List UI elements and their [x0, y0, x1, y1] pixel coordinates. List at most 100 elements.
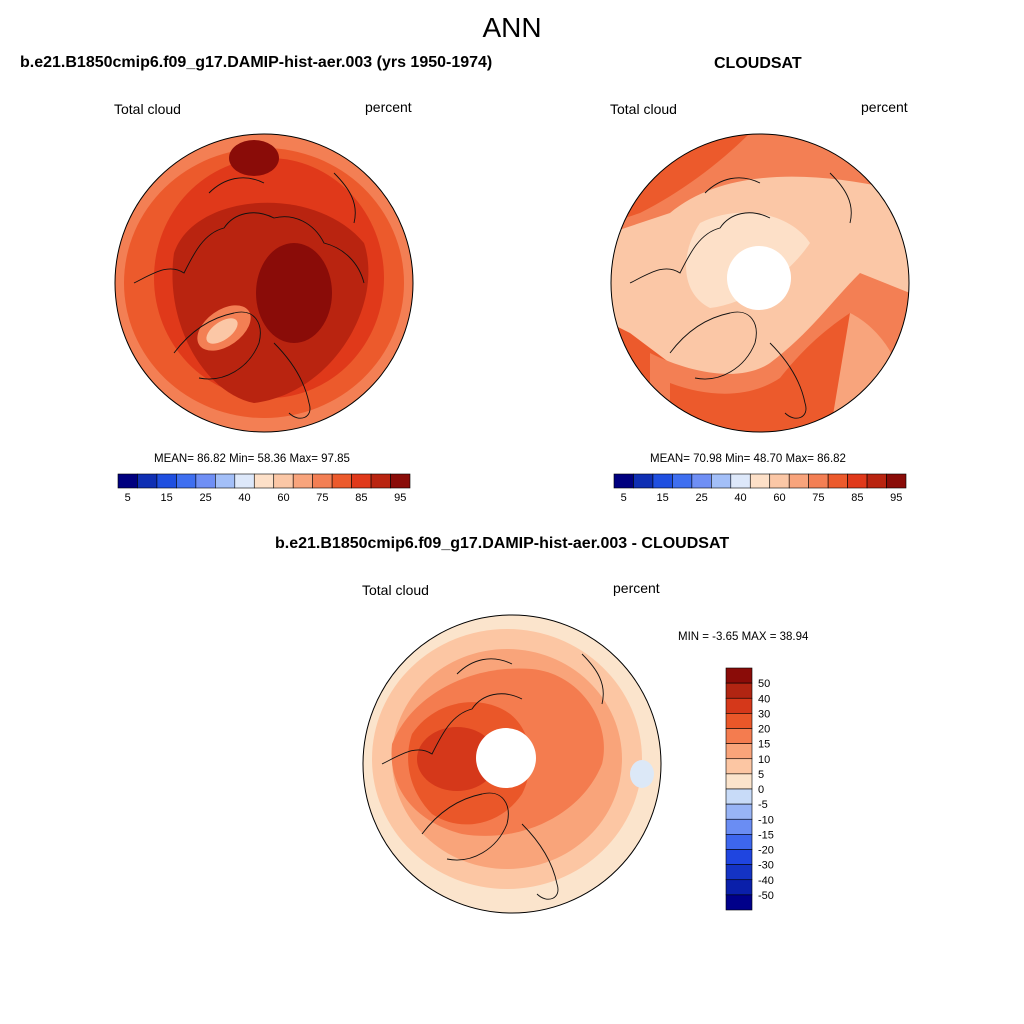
colorbar-tick-label: 25 [695, 492, 707, 504]
colorbar-swatch [672, 473, 693, 489]
colorbar-swatch [390, 473, 411, 489]
negative-anomaly-patch [630, 760, 654, 788]
panel2-title: CLOUDSAT [714, 55, 802, 72]
colorbar-swatch [725, 682, 753, 699]
colorbar-tick-label: 60 [277, 492, 289, 504]
colorbar-swatch [725, 818, 753, 835]
colorbar-tick-label: 5 [125, 492, 131, 504]
colorbar-tick-label: 40 [734, 492, 746, 504]
map-field-band [417, 727, 497, 791]
colorbar-tick-label: 40 [758, 693, 770, 705]
colorbar-swatch [866, 473, 887, 489]
colorbar-tick-label: 30 [758, 708, 770, 720]
colorbar-swatch [827, 473, 848, 489]
colorbar-swatch [633, 473, 654, 489]
colorbar-tick-label: 95 [394, 492, 406, 504]
colorbar-tick-label: 5 [621, 492, 627, 504]
coastlines [133, 172, 365, 419]
panel1-colorbar: 5 15 25 40 60 75 85 95 [117, 473, 411, 504]
colorbar-swatch [351, 473, 372, 489]
colorbar-swatch [725, 788, 753, 805]
colorbar-swatch [652, 473, 673, 489]
colorbar-tick-label: 85 [851, 492, 863, 504]
colorbar-swatch [725, 864, 753, 881]
panel2-stats: MEAN= 70.98 Min= 48.70 Max= 86.82 [650, 453, 846, 465]
panel2-colorbar: 5 15 25 40 60 75 85 95 [613, 473, 907, 504]
colorbar-swatch [725, 697, 753, 714]
colorbar-tick-label: 75 [812, 492, 824, 504]
colorbar-tick-label: -40 [758, 875, 774, 887]
colorbar-swatch [273, 473, 294, 489]
panel1-units-label: percent [365, 99, 412, 115]
colorbar-tick-label: 15 [758, 739, 770, 751]
panel1-title: b.e21.B1850cmip6.f09_g17.DAMIP-hist-aer.… [20, 54, 493, 71]
map-field-band [229, 140, 279, 176]
map-boundary [610, 133, 910, 433]
colorbar-tick-label: 50 [758, 678, 770, 690]
panel3-polar-map [362, 614, 662, 914]
colorbar-tick-label: 85 [355, 492, 367, 504]
colorbar-swatch [725, 713, 753, 729]
panel2-polar-map [610, 133, 910, 433]
colorbar-tick-label: -50 [758, 890, 774, 902]
colorbar-tick-label: 25 [199, 492, 211, 504]
map-boundary [362, 614, 662, 914]
colorbar-swatch [725, 894, 753, 911]
coastlines [629, 172, 852, 419]
map-field-band [206, 318, 238, 344]
panel3-stats: MIN = -3.65 MAX = 38.94 [678, 631, 809, 643]
colorbar-swatch [312, 473, 333, 489]
panel2-variable-label: Total cloud [610, 101, 677, 117]
colorbar-swatch [117, 473, 138, 489]
colorbar-swatch [725, 834, 753, 850]
colorbar-swatch [886, 473, 907, 489]
colorbar-swatch [195, 473, 216, 489]
colorbar-tick-label: -5 [758, 799, 768, 811]
colorbar-swatch [234, 473, 255, 489]
panel2-units-label: percent [861, 99, 908, 115]
colorbar-swatch [847, 473, 868, 489]
colorbar-tick-label: 10 [758, 754, 770, 766]
colorbar-tick-label: 40 [238, 492, 250, 504]
colorbar-tick-label: 20 [758, 724, 770, 736]
colorbar-swatch [769, 473, 790, 489]
colorbar-swatch [725, 728, 753, 744]
colorbar-swatch [730, 473, 751, 489]
colorbar-tick-label: -20 [758, 845, 774, 857]
panel3-title: b.e21.B1850cmip6.f09_g17.DAMIP-hist-aer.… [275, 535, 730, 552]
figure-title: ANN [482, 12, 542, 43]
polar-data-gap [476, 728, 536, 788]
colorbar-swatch [725, 773, 753, 790]
colorbar-tick-label: -30 [758, 860, 774, 872]
colorbar-swatch [725, 879, 753, 896]
colorbar-swatch [253, 473, 275, 489]
colorbar-swatch [725, 667, 753, 684]
coastlines [381, 653, 604, 900]
colorbar-swatch [725, 758, 753, 775]
map-boundary [114, 133, 414, 433]
colorbar-tick-label: 60 [773, 492, 785, 504]
colorbar-swatch [725, 743, 753, 760]
panel1-polar-map [114, 133, 414, 433]
colorbar-tick-label: 0 [758, 784, 764, 796]
colorbar-tick-label: 15 [161, 492, 173, 504]
colorbar-swatch [808, 473, 829, 489]
colorbar-tick-label: -15 [758, 829, 774, 841]
map-field-band [256, 243, 332, 343]
colorbar-swatch [725, 803, 753, 820]
colorbar-swatch [370, 473, 391, 489]
colorbar-tick-label: 75 [316, 492, 328, 504]
colorbar-tick-label: 15 [657, 492, 669, 504]
polar-data-gap [727, 246, 791, 310]
colorbar-swatch [331, 473, 352, 489]
panel1-stats: MEAN= 86.82 Min= 58.36 Max= 97.85 [154, 453, 350, 465]
colorbar-tick-label: 95 [890, 492, 902, 504]
colorbar-swatch [749, 473, 771, 489]
colorbar-swatch [711, 473, 732, 489]
colorbar-swatch [156, 473, 177, 489]
colorbar-swatch [292, 473, 313, 489]
colorbar-tick-label: -10 [758, 814, 774, 826]
colorbar-swatch [137, 473, 158, 489]
map-field-band [670, 313, 860, 432]
